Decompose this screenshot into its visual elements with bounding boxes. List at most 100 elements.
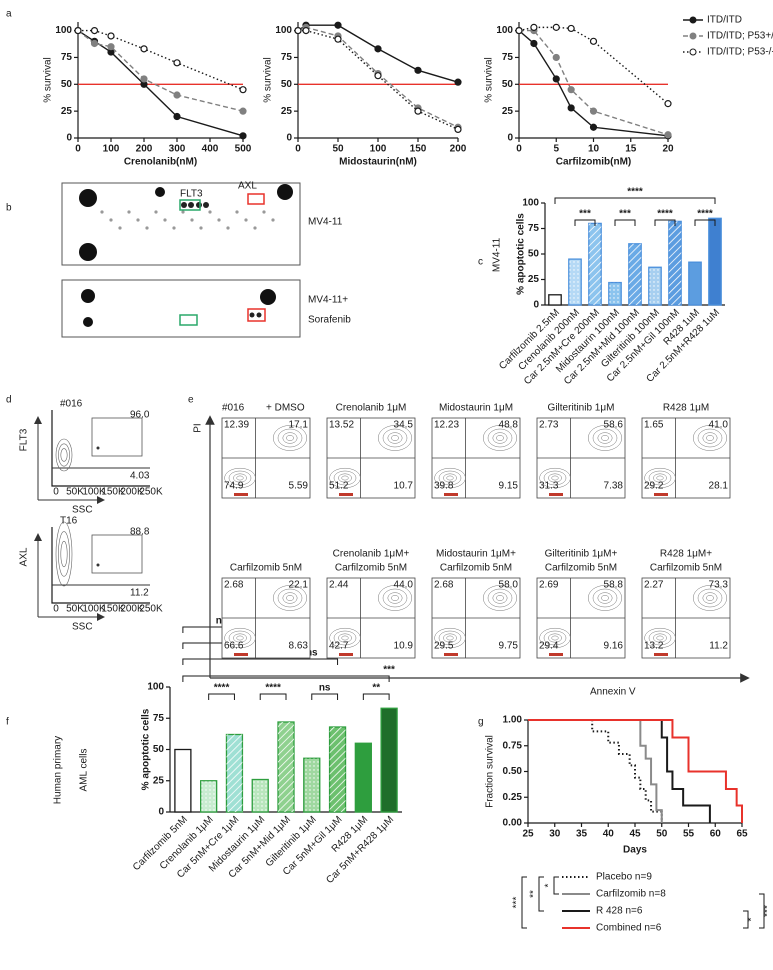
y-tick-label: 50 — [61, 79, 73, 90]
point — [239, 132, 247, 140]
contour — [272, 425, 308, 451]
contour — [706, 595, 714, 601]
contour — [382, 428, 408, 448]
debris — [444, 493, 458, 496]
y-tick-label: 1.00 — [503, 715, 523, 726]
legend-marker — [689, 16, 697, 24]
blot-sample: Sorafenib — [308, 315, 351, 326]
blot-spot — [253, 226, 257, 230]
contour — [692, 585, 728, 611]
contour — [277, 588, 303, 608]
blot-spot — [181, 202, 187, 208]
x-tick-label: 100 — [370, 144, 387, 155]
contour — [587, 585, 623, 611]
contour — [601, 595, 609, 601]
significance-label: ns — [319, 683, 331, 694]
flow-title: R428 1μM+ — [660, 549, 712, 560]
series-line — [298, 29, 459, 131]
panel-label: c — [478, 257, 483, 268]
significance-label: * — [544, 883, 555, 887]
significance-bracket — [182, 675, 390, 682]
flow-title: Crenolanib 1μM+ — [333, 549, 410, 560]
point — [140, 75, 148, 83]
x-tick-label: 100K — [82, 604, 106, 615]
blot-spot — [226, 226, 230, 230]
contour — [387, 432, 403, 444]
point — [173, 59, 181, 67]
panel-label: a — [6, 9, 12, 20]
point — [515, 26, 523, 35]
y-axis-label: Fraction survival — [485, 735, 496, 808]
side-label: MV4-11 — [492, 237, 503, 272]
gate-value: 96.0 — [130, 410, 150, 421]
contour — [382, 588, 408, 608]
x-tick-label: 0 — [75, 144, 81, 155]
y-tick-label: 0.50 — [503, 766, 523, 777]
blot-spot — [188, 202, 194, 208]
contour — [551, 635, 559, 641]
point — [239, 86, 247, 94]
y-tick-label: 50 — [502, 79, 514, 90]
x-tick-label: 15 — [625, 144, 637, 155]
blot-spot — [136, 218, 140, 222]
contour — [58, 443, 70, 467]
significance-bracket — [694, 219, 716, 226]
point — [239, 107, 247, 115]
flow-title: R428 1μM — [663, 403, 709, 414]
bar — [380, 707, 398, 813]
y-tick-label: 75 — [153, 713, 165, 724]
contour — [228, 630, 252, 646]
y-tick-label: 25 — [153, 775, 165, 786]
contour — [539, 467, 571, 489]
y-tick-label: 75 — [528, 223, 540, 234]
y-tick-label: 100 — [147, 682, 164, 693]
blot-spot — [217, 218, 221, 222]
significance-bracket — [311, 693, 339, 700]
quadrant-value: 9.75 — [499, 641, 519, 652]
legend-label: ITD/ITD — [707, 15, 742, 26]
significance-label: ns — [306, 648, 318, 659]
blot-spot — [277, 184, 293, 200]
blot-spot — [155, 187, 165, 197]
quadrant-value: 2.73 — [539, 420, 559, 431]
contour — [539, 627, 571, 649]
y-tick-label: 100 — [522, 198, 539, 209]
point — [664, 131, 672, 139]
contour — [338, 633, 352, 643]
x-axis-label: Carfilzomib(nM) — [556, 157, 632, 168]
significance-label: **** — [214, 683, 230, 694]
x-tick-label: 40 — [603, 829, 615, 840]
y-tick-label: 0 — [533, 300, 539, 311]
contour — [653, 473, 667, 483]
x-tick-label: 55 — [683, 829, 695, 840]
contour — [443, 633, 457, 643]
x-tick-label: 400 — [202, 144, 219, 155]
point — [664, 100, 672, 108]
flow-title: #016 — [60, 399, 83, 410]
x-tick-label: 0 — [516, 144, 522, 155]
bar-texture — [648, 267, 662, 305]
point — [454, 125, 462, 134]
blot-spot — [100, 210, 104, 214]
point — [173, 91, 181, 99]
series-line — [518, 30, 669, 137]
quadrant-value: 2.68 — [224, 580, 244, 591]
y-tick-label: 25 — [502, 106, 514, 117]
blot-spot — [154, 210, 158, 214]
x-tick-label: 100K — [82, 487, 106, 498]
contour — [286, 435, 294, 441]
significance-label: **** — [627, 187, 643, 198]
contour — [233, 633, 247, 643]
y-tick-label: 0 — [507, 133, 513, 144]
significance-label: **** — [657, 209, 673, 220]
blot-spot — [163, 218, 167, 222]
significance-bracket — [182, 658, 339, 665]
point — [552, 53, 560, 62]
blot-spot — [260, 289, 276, 305]
panel-label: g — [478, 717, 484, 728]
debris — [549, 493, 563, 496]
contour — [644, 627, 676, 649]
bar — [548, 294, 562, 306]
significance-bracket — [554, 197, 716, 204]
